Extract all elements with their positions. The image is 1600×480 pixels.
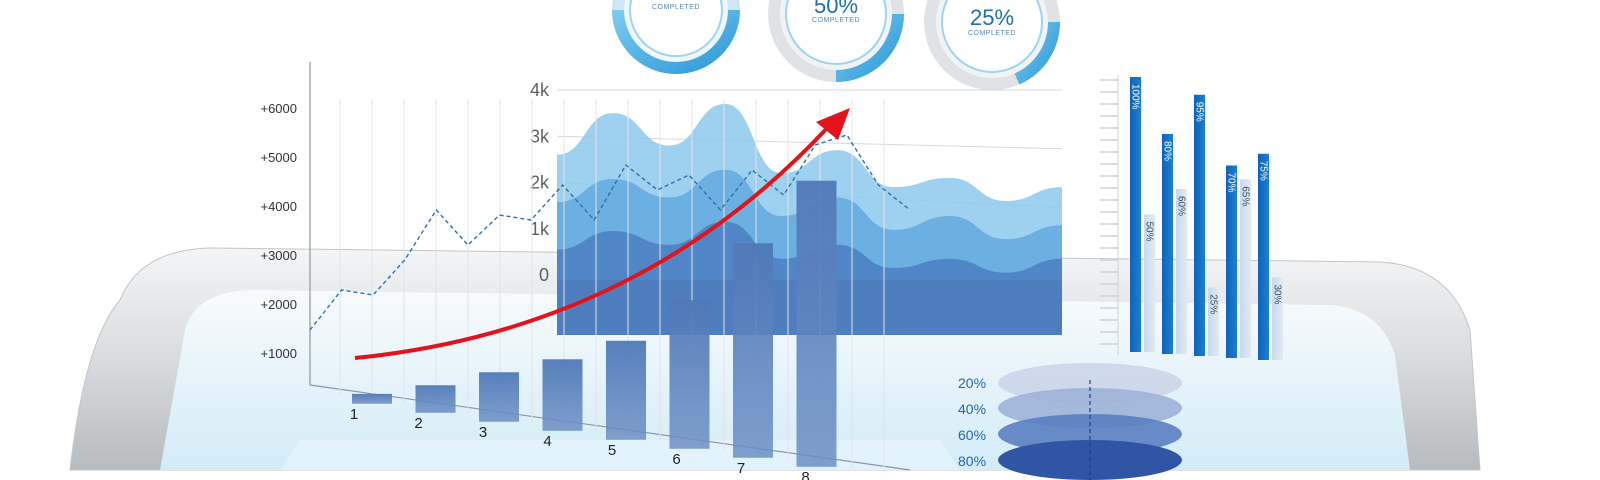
vbar-75%	[1258, 153, 1269, 360]
arrow-head-icon	[816, 108, 850, 140]
vbar-label: 70%	[1226, 173, 1237, 193]
bar-x-tick: 7	[737, 460, 745, 477]
bar-2	[415, 385, 456, 413]
stack-label-3: 60%	[958, 427, 986, 443]
gauge-2: 50% COMPLETED	[768, 0, 904, 82]
bar-y-tick: +1000	[260, 346, 297, 361]
bar-y-tick: +3000	[260, 248, 297, 263]
bar-y-tick: +4000	[260, 199, 297, 214]
area-chart: 4k 3k 2k 1k 0	[530, 80, 1063, 335]
area-y-tick: 1k	[530, 219, 550, 239]
bar-x-tick: 2	[414, 415, 422, 432]
bar-6	[669, 300, 710, 449]
bar-x-tick: 6	[672, 451, 680, 468]
trend-dashed-line	[309, 134, 911, 331]
bar-x-tick: 8	[801, 469, 809, 480]
bar-chart-x-ticks: 1 2 3 4 5 6 7 8	[350, 406, 810, 480]
vbar-label: 50%	[1144, 222, 1155, 242]
bar-chart: +6000 +5000 +4000 +3000 +2000 +1000 1 2 3 4 5 6 7 8	[260, 62, 911, 480]
vbar-50%	[1144, 214, 1155, 352]
gauge-2-value: 50%	[814, 0, 858, 18]
gauge-3: 25% COMPLETED	[924, 0, 1061, 90]
bar-7	[733, 243, 773, 458]
bar-x-tick: 3	[479, 424, 487, 441]
vertical-bars: 100% 50% 80% 60% 95% 25% 70%65% 75% 30%	[1130, 77, 1283, 360]
bar-5	[606, 340, 646, 440]
vbar-70%	[1226, 165, 1237, 358]
bar-3	[479, 372, 519, 422]
gauge-2-caption: COMPLETED	[812, 17, 860, 24]
vbar-25%	[1208, 287, 1219, 356]
vbar-label: 30%	[1272, 285, 1283, 305]
vbar-95%	[1194, 94, 1205, 356]
growth-arrow	[354, 108, 850, 360]
bar-y-tick: +2000	[260, 297, 297, 312]
area-chart-y-ticks: 4k 3k 2k 1k 0	[530, 80, 550, 285]
vbar-65%	[1240, 179, 1251, 358]
bar-chart-y-ticks: +6000 +5000 +4000 +3000 +2000 +1000	[260, 101, 297, 361]
gauge-3-caption: COMPLETED	[968, 30, 1016, 37]
stacked-discs: 20% 40% 60% 80%	[958, 363, 1182, 480]
vbar-100%	[1130, 77, 1141, 352]
gauge-1-caption: COMPLETED	[652, 4, 700, 11]
vertical-bar-scale	[1100, 75, 1119, 355]
stack-label-1: 20%	[958, 375, 986, 391]
bar-x-tick: 1	[350, 406, 358, 423]
vbar-label: 75%	[1258, 161, 1269, 181]
bar-1	[352, 393, 392, 404]
stack-label-2: 40%	[958, 401, 986, 417]
vertical-bar-chart: 100% 50% 80% 60% 95% 25% 70%65% 75% 30%	[1100, 75, 1283, 360]
bar-8	[796, 180, 837, 467]
vbar-label: 95%	[1194, 102, 1205, 122]
vbar-label: 100%	[1130, 84, 1141, 110]
bar-y-tick: +6000	[260, 101, 297, 116]
area-y-tick: 3k	[530, 126, 550, 146]
area-y-tick: 0	[539, 265, 549, 285]
gauge-1: COMPLETED	[612, 0, 740, 74]
vbar-label: 65%	[1240, 186, 1251, 206]
gauges-group: COMPLETED 50% COMPLETED 25% COMPLETED	[612, 0, 1061, 90]
vbar-label: 80%	[1162, 141, 1173, 161]
vbar-label: 60%	[1176, 196, 1187, 216]
bar-x-tick: 4	[543, 433, 551, 450]
vbar-30%	[1272, 277, 1283, 360]
area-y-tick: 2k	[530, 173, 550, 193]
stack-label-4: 80%	[958, 453, 986, 469]
bar-x-tick: 5	[608, 442, 616, 459]
bar-chart-grid	[339, 100, 885, 473]
bar-4	[542, 359, 583, 431]
gauge-3-value: 25%	[970, 5, 1014, 30]
bar-chart-bars	[352, 180, 837, 467]
bar-y-tick: +5000	[260, 150, 297, 165]
area-y-tick: 4k	[530, 80, 550, 100]
vbar-60%	[1176, 189, 1187, 354]
vbar-80%	[1162, 134, 1173, 354]
vbar-label: 25%	[1208, 294, 1219, 314]
